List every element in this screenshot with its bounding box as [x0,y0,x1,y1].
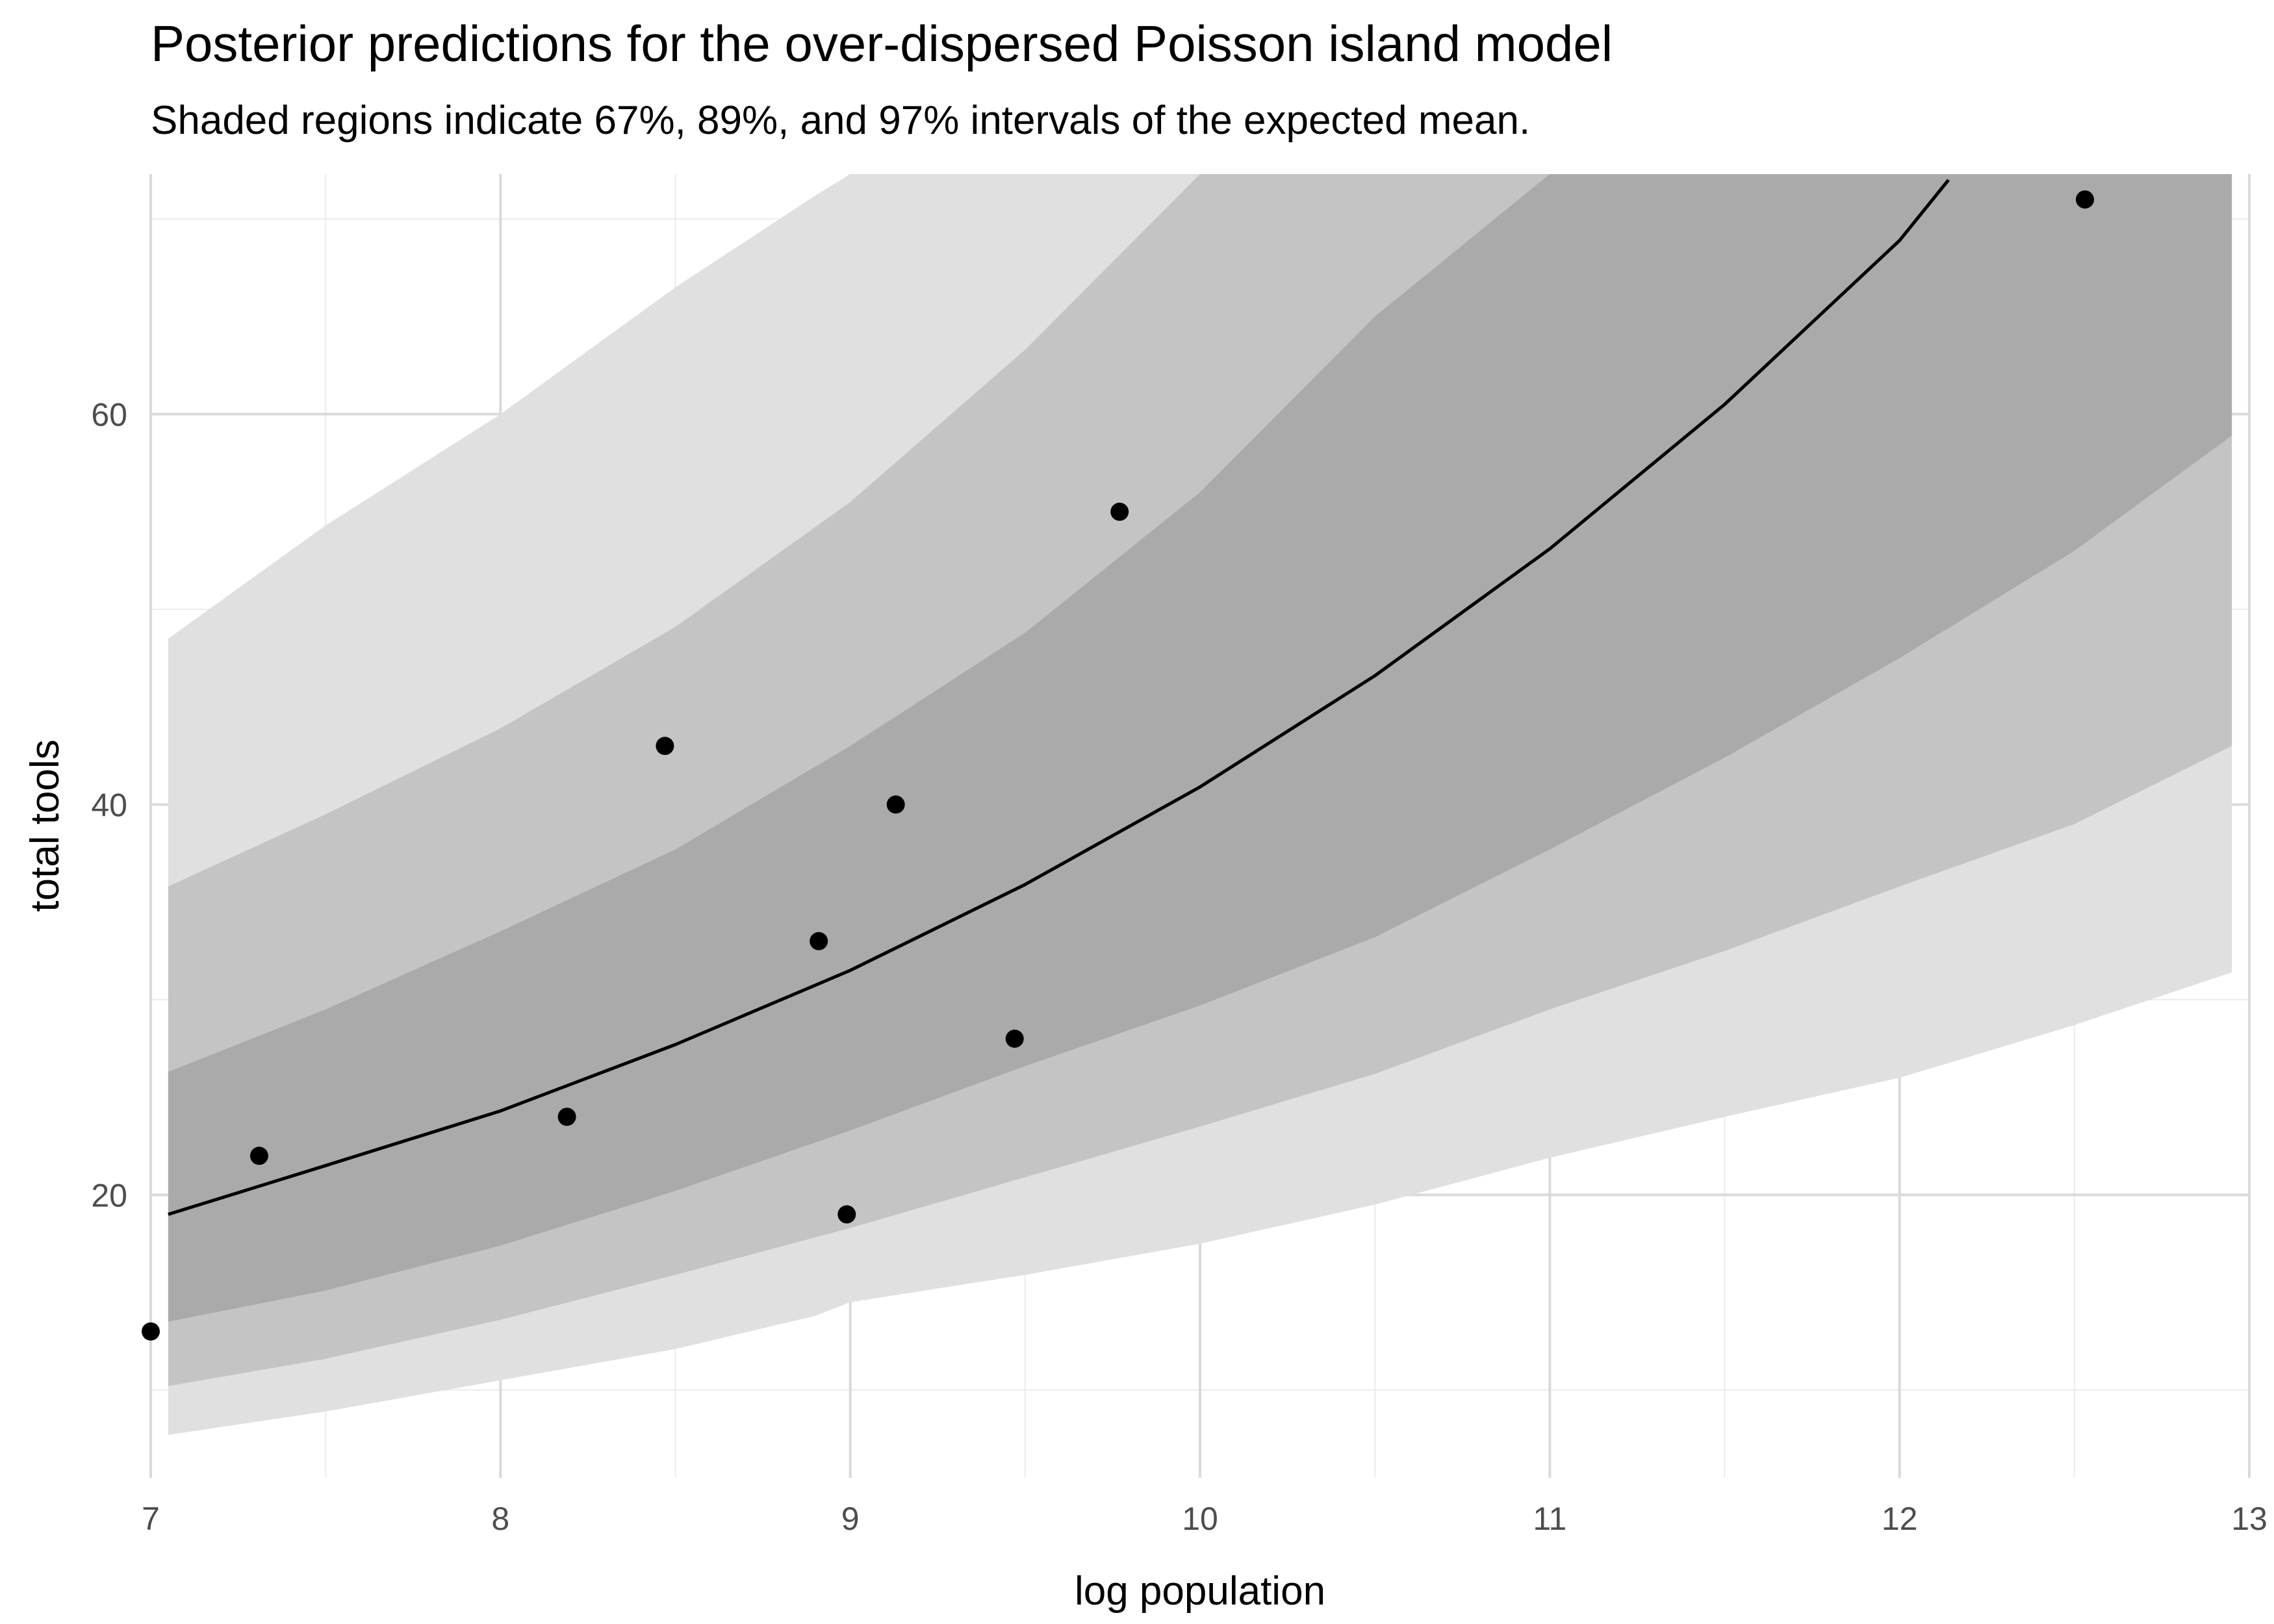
y-tick-label: 40 [91,787,127,823]
y-axis-ticks: 20 40 60 [91,397,127,1214]
x-axis-ticks: 7 8 9 10 11 12 13 [142,1501,2268,1537]
data-point [837,1205,856,1224]
data-point [142,1322,160,1341]
data-point [656,737,674,755]
y-tick-label: 60 [91,397,127,433]
chart-title: Posterior predictions for the over-dispe… [151,15,1613,72]
posterior-mean-line [168,179,1950,1216]
mean-line [168,179,1950,1216]
data-point [1005,1030,1024,1048]
observed-points [142,190,2094,1341]
y-tick-label: 20 [91,1177,127,1213]
data-point [2076,190,2094,209]
x-tick-label: 12 [1882,1501,1918,1537]
x-axis-title: log population [1075,1569,1325,1614]
x-tick-label: 13 [2231,1501,2268,1537]
x-tick-label: 9 [841,1501,860,1537]
x-tick-label: 8 [491,1501,509,1537]
data-point [886,795,905,814]
data-point [810,932,828,950]
x-tick-label: 7 [142,1501,160,1537]
interval-bands [168,174,2232,1435]
data-point [1110,502,1129,521]
interval-band-67 [168,174,2232,1322]
x-tick-label: 10 [1182,1501,1218,1537]
data-point [557,1108,576,1126]
chart-subtitle: Shaded regions indicate 67%, 89%, and 97… [151,98,1531,143]
y-axis-title: total tools [23,739,68,911]
x-tick-label: 11 [1533,1501,1566,1537]
data-point [249,1147,268,1165]
